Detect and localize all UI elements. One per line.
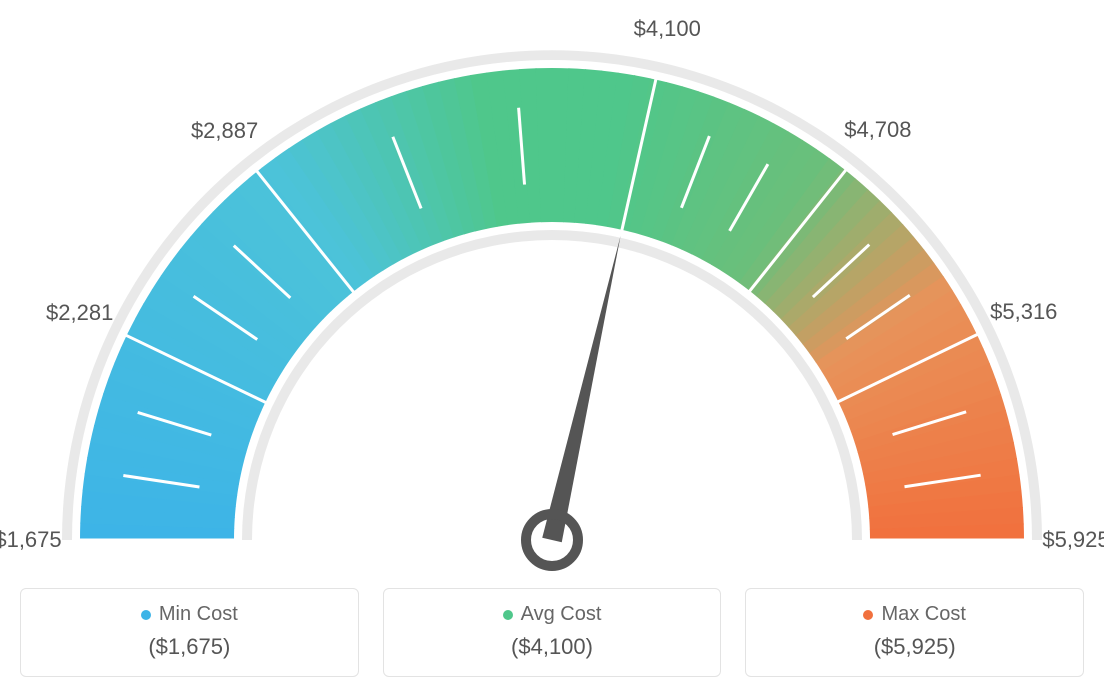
legend-value-avg: ($4,100) bbox=[402, 634, 703, 660]
gauge-tick-label: $4,100 bbox=[634, 16, 701, 42]
gauge-svg bbox=[20, 20, 1084, 580]
legend-card-avg: Avg Cost ($4,100) bbox=[383, 588, 722, 677]
legend-title-min: Min Cost bbox=[141, 603, 238, 626]
legend-value-max: ($5,925) bbox=[764, 634, 1065, 660]
legend-card-min: Min Cost ($1,675) bbox=[20, 588, 359, 677]
legend-dot-max bbox=[863, 610, 873, 620]
legend-label-max: Max Cost bbox=[881, 603, 965, 626]
gauge-tick-label: $2,281 bbox=[46, 300, 113, 326]
gauge-tick-label: $2,887 bbox=[191, 118, 258, 144]
legend-label-min: Min Cost bbox=[159, 603, 238, 626]
legend-dot-min bbox=[141, 610, 151, 620]
legend-title-avg: Avg Cost bbox=[503, 603, 602, 626]
legend-title-max: Max Cost bbox=[863, 603, 965, 626]
gauge-tick-label: $5,925 bbox=[1042, 527, 1104, 553]
legend-row: Min Cost ($1,675) Avg Cost ($4,100) Max … bbox=[20, 588, 1084, 677]
legend-label-avg: Avg Cost bbox=[521, 603, 602, 626]
gauge-tick-label: $1,675 bbox=[0, 527, 62, 553]
gauge-chart: $1,675$2,281$2,887$4,100$4,708$5,316$5,9… bbox=[20, 20, 1084, 580]
gauge-tick-label: $5,316 bbox=[990, 299, 1057, 325]
legend-card-max: Max Cost ($5,925) bbox=[745, 588, 1084, 677]
legend-dot-avg bbox=[503, 610, 513, 620]
legend-value-min: ($1,675) bbox=[39, 634, 340, 660]
gauge-tick-label: $4,708 bbox=[844, 117, 911, 143]
